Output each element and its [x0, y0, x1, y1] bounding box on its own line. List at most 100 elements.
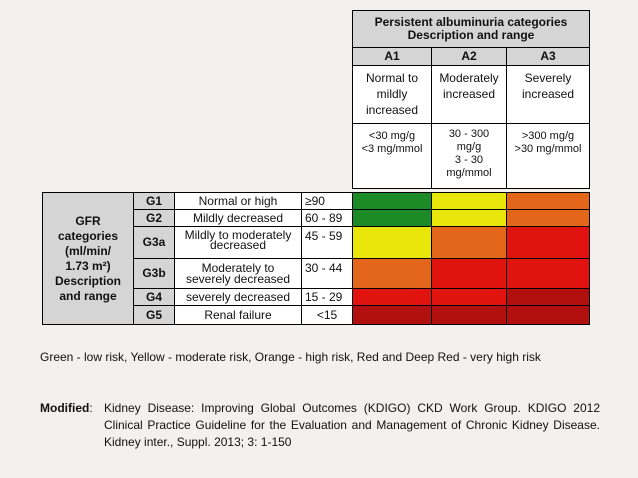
gfr-desc-label-2: severely decreased	[185, 272, 291, 286]
albuminuria-desc-a2: Moderately increased	[431, 65, 507, 124]
gfr-label-line: (ml/min/	[64, 243, 111, 258]
risk-cell-g3a-a1-yellow	[352, 226, 432, 259]
gfr-code-label: G4	[145, 289, 162, 304]
risk-cell-g5-a3-deep-red	[506, 305, 590, 325]
albuminuria-range-line: 30 - 300	[448, 128, 490, 140]
risk-cell-g3a-a2-orange	[431, 226, 507, 259]
gfr-code-g5: G5	[133, 305, 175, 325]
gfr-desc-label: Normal or high	[198, 193, 278, 208]
gfr-code-g3a: G3a	[133, 226, 175, 259]
albuminuria-range-a1: <30 mg/g <3 mg/mmol	[352, 123, 432, 189]
gfr-desc-label: Mildly to moderately	[184, 228, 292, 242]
reference-label-text: Modified	[40, 401, 90, 415]
gfr-range-g4: 15 - 29	[301, 288, 353, 306]
gfr-desc-g2: Mildly decreased	[174, 209, 302, 227]
reference-body: Kidney Disease: Improving Global Outcome…	[104, 400, 600, 451]
risk-legend-text: Green - low risk, Yellow - moderate risk…	[40, 350, 541, 364]
gfr-range-g3a: 45 - 59	[301, 226, 353, 259]
albuminuria-range-line: >30 mg/mmol	[514, 143, 582, 155]
risk-cell-g3a-a3-red	[506, 226, 590, 259]
reference: Modified: Kidney Disease: Improving Glob…	[40, 400, 600, 451]
albuminuria-header-title: Persistent albuminuria categories	[374, 15, 568, 29]
risk-cell-g4-a2-red	[431, 288, 507, 306]
albuminuria-desc-line: mildly	[376, 87, 408, 101]
gfr-label-line: GFR	[75, 213, 101, 228]
albuminuria-desc-line: Moderately	[439, 71, 499, 85]
risk-cell-g1-a1-green	[352, 192, 432, 210]
albuminuria-header: Persistent albuminuria categories Descri…	[352, 10, 590, 48]
gfr-range-label: 60 - 89	[305, 210, 343, 225]
albuminuria-desc-line: increased	[521, 87, 575, 101]
gfr-range-g5: <15	[301, 305, 353, 325]
albuminuria-code-label: A1	[384, 49, 400, 63]
gfr-desc-label: Moderately to	[201, 261, 275, 275]
gfr-desc-label: Mildly decreased	[192, 210, 284, 225]
gfr-range-label: ≥90	[305, 193, 325, 208]
albuminuria-header-subtitle: Description and range	[407, 28, 535, 42]
albuminuria-range-line: <3 mg/mmol	[361, 143, 423, 155]
gfr-range-label: 45 - 59	[305, 229, 343, 243]
albuminuria-range-line: <30 mg/g	[368, 130, 416, 142]
risk-cell-g4-a3-deep-red	[506, 288, 590, 306]
gfr-range-g1: ≥90	[301, 192, 353, 210]
risk-cell-g5-a1-deep-red	[352, 305, 432, 325]
gfr-range-g3b: 30 - 44	[301, 258, 353, 289]
albuminuria-range-a3: >300 mg/g >30 mg/mmol	[506, 123, 590, 189]
risk-cell-g2-a1-green	[352, 209, 432, 227]
albuminuria-code-label: A2	[461, 49, 477, 63]
albuminuria-code-label: A3	[540, 49, 556, 63]
gfr-range-label: 30 - 44	[305, 261, 343, 275]
albuminuria-code-a3: A3	[506, 47, 590, 66]
risk-cell-g4-a1-red	[352, 288, 432, 306]
albuminuria-code-a2: A2	[431, 47, 507, 66]
gfr-code-label: G2	[145, 210, 162, 225]
risk-legend-caption: Green - low risk, Yellow - moderate risk…	[40, 349, 600, 366]
albuminuria-range-a2: 30 - 300 mg/g 3 - 30 mg/mmol	[431, 123, 507, 189]
gfr-code-g1: G1	[133, 192, 175, 210]
gfr-range-label: <15	[316, 307, 338, 322]
gfr-desc-g3a: Mildly to moderately decreased	[174, 226, 302, 259]
gfr-label-line: 1.73 m²)	[65, 258, 111, 273]
gfr-code-g4: G4	[133, 288, 175, 306]
gfr-label-line: categories	[57, 228, 119, 243]
albuminuria-desc-line: increased	[365, 103, 419, 117]
risk-cell-g3b-a2-red	[431, 258, 507, 289]
risk-cell-g3b-a1-orange	[352, 258, 432, 289]
albuminuria-desc-a3: Severely increased	[506, 65, 590, 124]
gfr-code-label: G3a	[142, 235, 166, 249]
gfr-range-label: 15 - 29	[305, 289, 343, 304]
gfr-label: GFR categories (ml/min/ 1.73 m²) Descrip…	[42, 192, 134, 325]
reference-text: Kidney Disease: Improving Global Outcome…	[104, 401, 600, 449]
gfr-range-g2: 60 - 89	[301, 209, 353, 227]
reference-label: Modified:	[40, 401, 93, 415]
albuminuria-desc-line: Normal to	[365, 71, 418, 85]
gfr-desc-g4: severely decreased	[174, 288, 302, 306]
gfr-code-g3b: G3b	[133, 258, 175, 289]
albuminuria-code-a1: A1	[352, 47, 432, 66]
albuminuria-range-line: 3 - 30	[454, 154, 484, 166]
gfr-label-line: and range	[59, 288, 117, 303]
albuminuria-range-line: >300 mg/g	[521, 130, 575, 142]
gfr-code-label: G3b	[142, 266, 166, 280]
gfr-code-label: G1	[145, 193, 162, 208]
gfr-desc-label: severely decreased	[185, 289, 291, 304]
risk-cell-g3b-a3-red	[506, 258, 590, 289]
risk-cell-g2-a2-yellow	[431, 209, 507, 227]
gfr-desc-g3b: Moderately to severely decreased	[174, 258, 302, 289]
risk-cell-g1-a2-yellow	[431, 192, 507, 210]
gfr-code-g2: G2	[133, 209, 175, 227]
risk-cell-g1-a3-orange	[506, 192, 590, 210]
albuminuria-range-line: mg/mmol	[446, 167, 492, 179]
risk-cell-g2-a3-orange	[506, 209, 590, 227]
albuminuria-desc-line: increased	[442, 87, 496, 101]
gfr-desc-label: Renal failure	[204, 307, 272, 322]
gfr-desc-g5: Renal failure	[174, 305, 302, 325]
albuminuria-desc-a1: Normal to mildly increased	[352, 65, 432, 124]
gfr-desc-g1: Normal or high	[174, 192, 302, 210]
gfr-desc-label-2: decreased	[209, 238, 267, 252]
albuminuria-range-line: mg/g	[456, 141, 482, 153]
gfr-code-label: G5	[145, 307, 162, 322]
gfr-label-line: Description	[54, 273, 121, 288]
albuminuria-desc-line: Severely	[524, 71, 572, 85]
